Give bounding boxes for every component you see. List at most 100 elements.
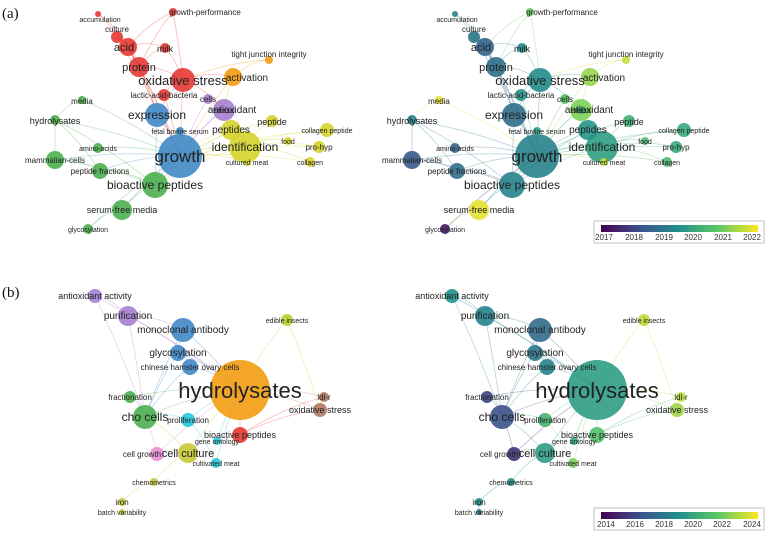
- network-a-overlay-node-label: pro-hyp: [662, 143, 690, 152]
- network-b-overlay-node: [528, 318, 552, 342]
- network-a-overlay-node-label: bioactive peptides: [464, 178, 560, 192]
- network-b-overlay-node: [481, 391, 493, 403]
- network-b-cluster-node-label: fractionation: [108, 393, 152, 402]
- network-b-overlay-node-label: cell growth: [480, 450, 518, 459]
- network-b-cluster-edge: [239, 409, 321, 436]
- network-a-cluster-node-label: growth-performance: [169, 8, 241, 17]
- network-a-cluster-node-label: acid: [114, 42, 134, 54]
- network-b-overlay-node: [476, 509, 482, 515]
- network-a-cluster-node-label: hydrolysates: [30, 116, 81, 126]
- network-b-cluster-node-label: chinese hamster ovary cells: [141, 363, 240, 372]
- network-b-overlay-node-label: antioxidant activity: [415, 291, 489, 301]
- network-a-cluster-node-label: tight junction integrity: [231, 50, 306, 59]
- network-a-cluster-node-label: peptide fractions: [71, 167, 130, 176]
- network-b-overlay-node-label: ldl-r: [674, 393, 688, 402]
- network-a-overlay-node-label: peptide fractions: [428, 167, 487, 176]
- network-a-overlay-node-label: mammalian-cells: [382, 156, 442, 165]
- network-a-cluster-node: [95, 11, 101, 17]
- network-a-cluster-node-label: cells: [200, 95, 216, 104]
- network-a-cluster-node: [83, 224, 93, 234]
- colorbar-a-tick: 2022: [743, 233, 761, 242]
- network-a-overlay-node: [449, 163, 465, 179]
- network-b-overlay-node: [638, 314, 650, 326]
- network-a-overlay-node: [435, 96, 443, 104]
- network-a-overlay-node: [407, 115, 417, 125]
- network-b-cluster-node-label: batch variability: [98, 510, 147, 517]
- network-b-cluster-node: [213, 437, 221, 445]
- network-a-cluster-node-label: accumulation: [79, 17, 120, 24]
- network-a-cluster-node-label: bioactive peptides: [107, 178, 203, 192]
- network-a-cluster-node: [158, 134, 202, 178]
- network-a-overlay-node: [560, 94, 570, 104]
- network-a-overlay-node: [586, 131, 618, 163]
- network-b-cluster-node-label: bioactive peptides: [204, 430, 277, 440]
- network-a-overlay-node-label: collagen peptide: [659, 128, 710, 135]
- network-b-cluster-node: [181, 413, 195, 427]
- network-a-cluster-node-label: mammalian-cells: [25, 156, 85, 165]
- network-b-cluster-node: [150, 447, 164, 461]
- network-b-overlay-node-label: chinese hamster ovary cells: [498, 363, 597, 372]
- network-b-cluster-node-label: chemometrics: [132, 480, 176, 487]
- network-a-cluster-node-label: antioxidant: [208, 105, 257, 116]
- network-b-cluster-node-label: purification: [104, 311, 152, 322]
- network-a-cluster-node-label: culture: [105, 25, 130, 34]
- network-a-overlay-node: [403, 151, 421, 169]
- network-a-overlay-node: [515, 134, 559, 178]
- network-a-cluster-node-label: lactic-acid-bacteria: [131, 91, 198, 100]
- network-a-cluster-node: [305, 157, 315, 167]
- network-a-overlay-node-label: expression: [485, 108, 543, 122]
- network-b-cluster-node-label: iron: [115, 498, 128, 507]
- network-a-cluster-node-label: fetal bovine serum: [151, 129, 208, 136]
- network-a-overlay-node: [468, 31, 480, 43]
- network-a-overlay-node: [452, 11, 458, 17]
- network-a-overlay-node-label: oxidative stress: [495, 73, 585, 88]
- network-a-overlay-node-label: hydrolysates: [387, 116, 438, 126]
- network-a-cluster-node-label: peptide: [257, 117, 287, 127]
- network-b-cluster-node: [182, 359, 198, 375]
- network-a-overlay-node-label: acid: [471, 42, 491, 54]
- network-a-overlay-node-label: serum-free media: [444, 205, 515, 215]
- network-a-cluster-node-label: media: [71, 97, 93, 106]
- network-b-overlay-node-label: fractionation: [465, 393, 509, 402]
- network-b-cluster-node: [88, 289, 102, 303]
- network-a-overlay-edge: [411, 119, 513, 186]
- network-b-cluster-edge: [239, 396, 325, 436]
- network-a-overlay-node-label: tight junction integrity: [588, 50, 663, 59]
- network-a-overlay-node-label: culture: [462, 25, 487, 34]
- network-b-cluster-node-label: oxidative stress: [289, 405, 352, 415]
- network-a-overlay-node: [476, 38, 494, 56]
- network-a-overlay-node-label: activation: [583, 73, 625, 84]
- network-a-cluster-node: [119, 38, 137, 56]
- network-b-cluster-node: [319, 392, 329, 402]
- network-b-overlay-node: [539, 359, 555, 375]
- network-b-overlay-node: [507, 447, 521, 461]
- network-a-overlay-node: [581, 68, 599, 86]
- network-a-overlay-node: [577, 106, 585, 114]
- network-a-cluster-node-label: amino-acids: [79, 146, 117, 153]
- network-b-cluster-node-label: cell culture: [162, 448, 215, 460]
- network-b-cluster-node: [133, 405, 157, 429]
- network-b-cluster-node: [118, 498, 126, 506]
- network-b-cluster-node: [178, 443, 198, 463]
- network-b-cluster-node: [313, 403, 327, 417]
- network-b-cluster-node-label: cultivated meat: [192, 461, 239, 468]
- network-a-cluster-node: [243, 158, 251, 166]
- colorbar-a-tick: 2017: [595, 233, 613, 242]
- network-b-overlay-node: [527, 345, 543, 361]
- network-a-overlay-node-label: lactic-acid-bacteria: [488, 91, 555, 100]
- network-a-cluster-node: [171, 68, 195, 92]
- panel-label-a: (a): [2, 6, 19, 22]
- network-b-overlay-node: [538, 413, 552, 427]
- network-b-cluster-edge: [94, 295, 146, 418]
- network-a-overlay-node: [440, 224, 450, 234]
- network-b-overlay-node: [507, 478, 515, 486]
- network-a-cluster-node: [78, 96, 86, 104]
- network-b-cluster-node-label: antioxidant activity: [58, 291, 132, 301]
- colorbar-a-tick: 2021: [714, 233, 732, 242]
- network-b-overlay-node: [567, 360, 627, 420]
- panel-label-b: (b): [2, 285, 20, 301]
- network-a-overlay-node: [623, 115, 635, 127]
- network-a-overlay-node-label: cultured meat: [583, 160, 625, 167]
- network-b-cluster-node-label: cho cells: [122, 410, 169, 424]
